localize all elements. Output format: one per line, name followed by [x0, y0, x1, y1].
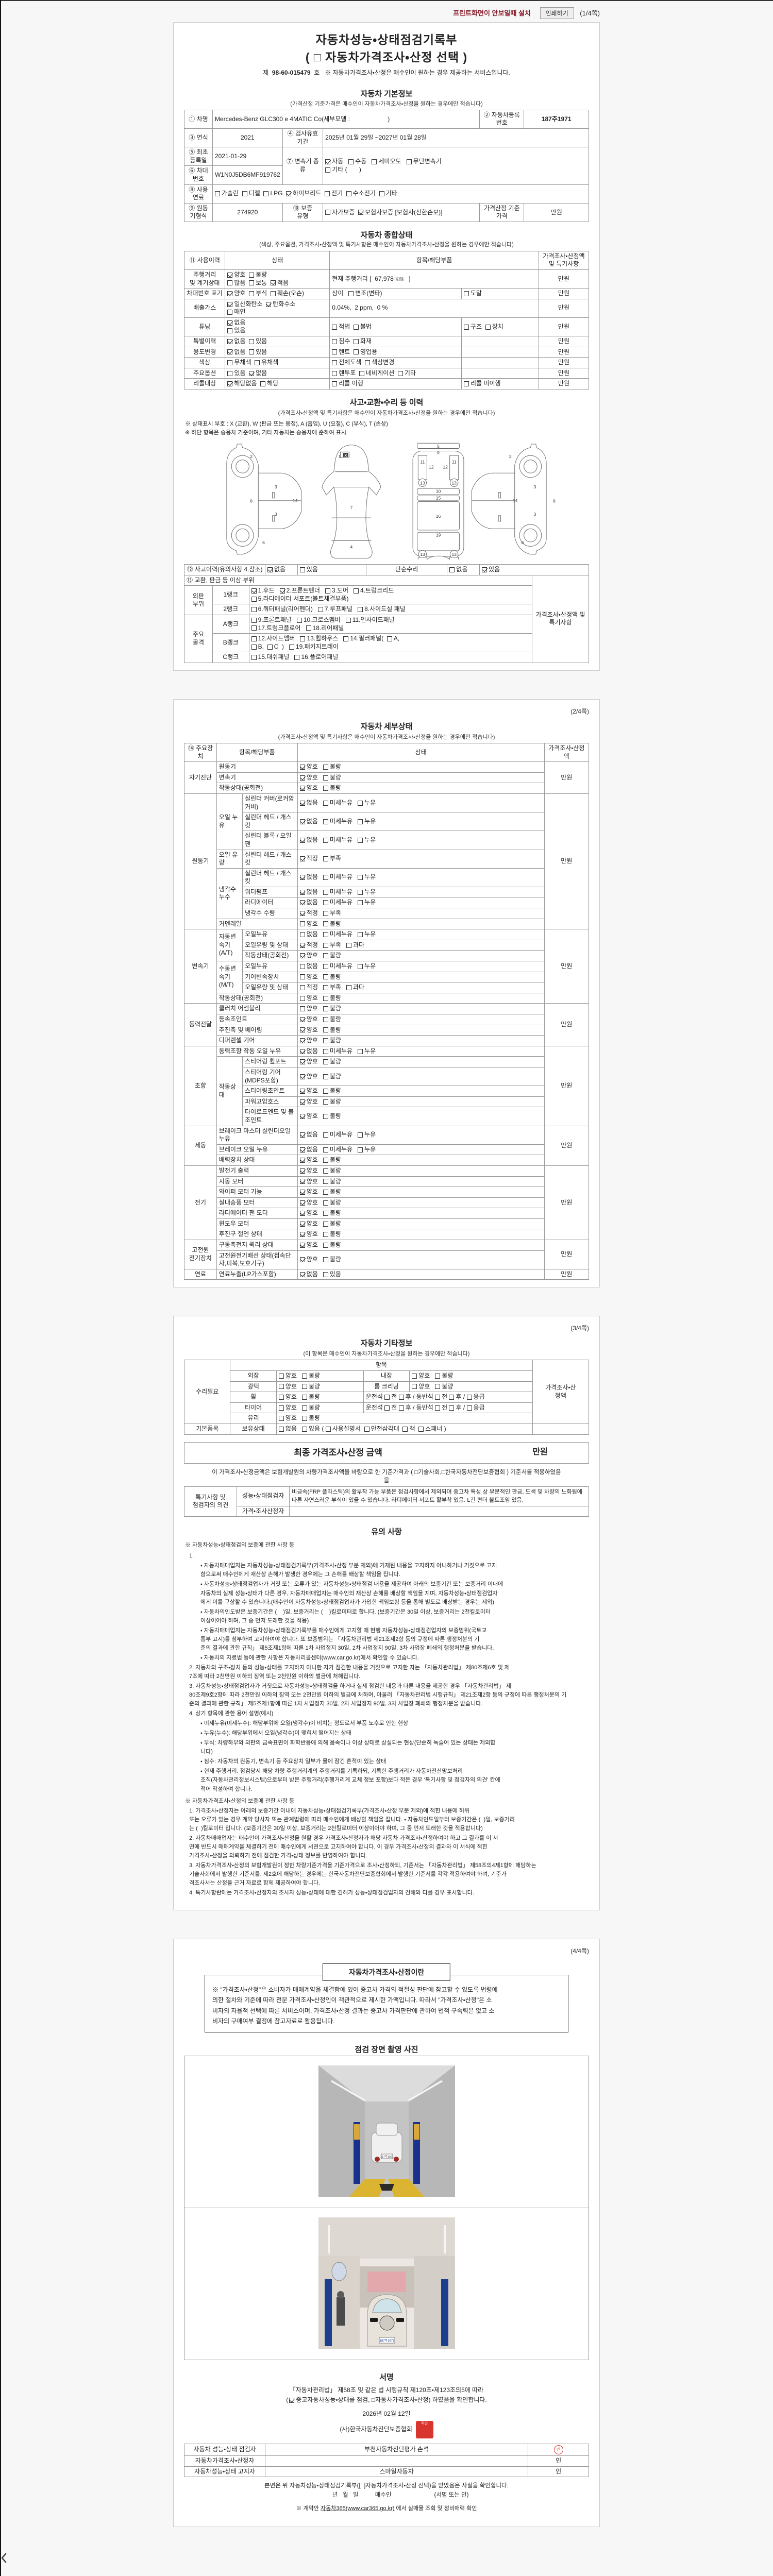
svg-text:9: 9: [437, 450, 440, 455]
svg-text:2: 2: [509, 454, 512, 459]
svg-text:11: 11: [452, 459, 457, 464]
svg-text:8: 8: [250, 498, 253, 503]
svg-text:8: 8: [553, 498, 556, 503]
svg-text:13: 13: [451, 480, 457, 485]
svg-text:15: 15: [436, 495, 441, 500]
svg-text:14: 14: [513, 498, 518, 503]
svg-text:13: 13: [451, 552, 457, 557]
svg-text:11: 11: [420, 459, 425, 464]
svg-text:13: 13: [420, 552, 425, 557]
svg-text:1: 1: [338, 454, 341, 459]
svg-text:X: X: [344, 453, 347, 458]
svg-text:16: 16: [436, 514, 441, 519]
svg-text:12: 12: [429, 465, 434, 470]
svg-text:4: 4: [350, 545, 352, 550]
svg-text:3: 3: [534, 512, 536, 517]
svg-text:10: 10: [436, 489, 441, 494]
svg-text:19: 19: [436, 533, 441, 538]
svg-text:13: 13: [420, 480, 425, 485]
svg-text:3: 3: [275, 484, 277, 489]
svg-text:6: 6: [262, 540, 265, 545]
svg-text:3: 3: [275, 512, 277, 517]
svg-text:6: 6: [522, 540, 524, 545]
svg-text:5: 5: [437, 444, 440, 449]
svg-text:187주1971: 187주1971: [379, 2339, 395, 2343]
svg-text:12: 12: [443, 465, 448, 470]
svg-text:187주1971: 187주1971: [380, 2155, 393, 2159]
svg-text:2: 2: [250, 454, 253, 459]
svg-text:14: 14: [293, 498, 298, 503]
svg-text:3: 3: [534, 484, 536, 489]
svg-text:7: 7: [350, 505, 352, 510]
